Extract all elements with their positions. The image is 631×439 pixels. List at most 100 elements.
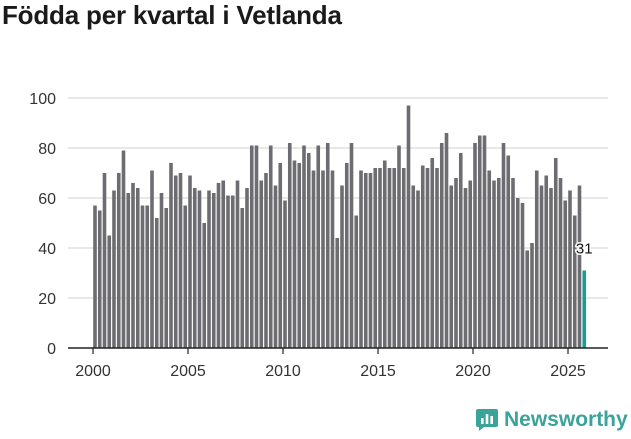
bar (297, 163, 302, 348)
chart-title: Födda per kvartal i Vetlanda (2, 0, 342, 30)
bar (131, 183, 135, 348)
bar (192, 188, 197, 348)
bar (321, 170, 325, 348)
bar (183, 205, 188, 348)
bar (563, 200, 568, 348)
x-tick-label: 2010 (265, 363, 301, 380)
bar (150, 170, 154, 348)
bar (501, 143, 506, 348)
bar (268, 145, 273, 348)
bar (468, 180, 473, 348)
bar (302, 145, 306, 348)
bar-latest (582, 270, 587, 348)
x-tick-label: 2025 (550, 363, 586, 380)
speech-bubble-chart-icon (476, 409, 498, 431)
bar (420, 165, 425, 348)
bar (496, 178, 501, 348)
bar (473, 143, 477, 348)
bar (245, 188, 249, 348)
bar (549, 188, 553, 348)
bar (169, 163, 173, 348)
bar (392, 168, 397, 348)
bar (197, 190, 202, 348)
bar (416, 190, 420, 348)
bar (249, 145, 254, 348)
bar (226, 195, 230, 348)
bar (240, 208, 245, 348)
bar (278, 163, 283, 348)
bar (382, 160, 387, 348)
bar (335, 238, 340, 348)
y-tick-label: 20 (38, 291, 56, 308)
bar (378, 168, 382, 348)
brand-logo: Newsworthy (476, 408, 628, 432)
y-tick-label: 40 (38, 241, 56, 258)
bar (530, 243, 534, 348)
bar (340, 185, 344, 348)
bar (112, 190, 116, 348)
bar (97, 210, 102, 348)
bar-value-label: 31 (576, 241, 593, 258)
bar (173, 175, 178, 348)
bar (126, 193, 131, 348)
x-tick-label: 2015 (360, 363, 396, 380)
bar (444, 133, 449, 348)
bar (287, 143, 292, 348)
bar (159, 193, 164, 348)
bar (344, 163, 349, 348)
bar (411, 185, 416, 348)
bar (363, 173, 368, 348)
x-tick-label: 2020 (455, 363, 491, 380)
bar (254, 145, 259, 348)
bar (463, 188, 468, 348)
bar (534, 170, 539, 348)
bar (202, 223, 207, 348)
bar (221, 180, 226, 348)
bar (373, 168, 378, 348)
bar (230, 195, 235, 348)
bar (539, 185, 544, 348)
brand-name: Newsworthy (504, 408, 628, 431)
bar (292, 160, 297, 348)
bar (259, 180, 264, 348)
bar (325, 143, 330, 348)
bar (406, 105, 411, 348)
bar (577, 185, 582, 348)
bar (525, 250, 530, 348)
bar (568, 190, 572, 348)
bar (397, 145, 401, 348)
bar (211, 193, 216, 348)
bar (458, 153, 463, 348)
bar (93, 205, 97, 348)
bar (316, 145, 321, 348)
bar (553, 158, 558, 348)
bar (482, 135, 487, 348)
bar (207, 190, 211, 348)
bar (188, 175, 192, 348)
bar (430, 158, 435, 348)
bar (330, 170, 335, 348)
bar (116, 173, 121, 348)
bar (273, 185, 278, 348)
bar (311, 170, 316, 348)
bar (477, 135, 482, 348)
bar (511, 178, 515, 348)
y-tick-label: 80 (38, 141, 56, 158)
bar (572, 215, 577, 348)
bar (121, 150, 126, 348)
bar (145, 205, 150, 348)
x-tick-label: 2000 (75, 363, 111, 380)
bar (102, 173, 107, 348)
bar (235, 180, 240, 348)
bar (164, 208, 169, 348)
bar (135, 188, 140, 348)
bar (449, 185, 454, 348)
bar (401, 168, 406, 348)
bar (107, 235, 112, 348)
bar (520, 203, 525, 348)
bar (178, 173, 183, 348)
bar (558, 178, 563, 348)
bar (439, 143, 444, 348)
bar (368, 173, 373, 348)
